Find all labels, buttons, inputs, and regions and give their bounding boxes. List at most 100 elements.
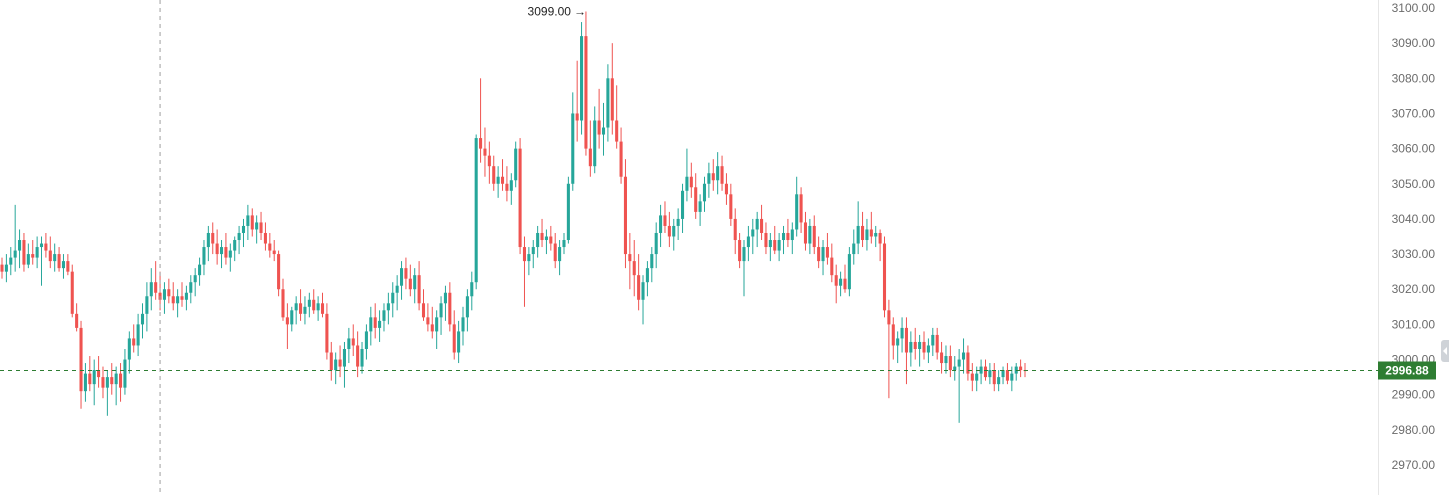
candle bbox=[887, 299, 891, 399]
candle bbox=[48, 236, 52, 269]
candle-body bbox=[184, 292, 188, 300]
chevron-left-icon[interactable] bbox=[1441, 340, 1449, 362]
candle bbox=[487, 141, 491, 184]
candle-body bbox=[742, 247, 746, 262]
candle bbox=[931, 327, 935, 357]
candle bbox=[909, 331, 913, 367]
candle-body bbox=[448, 292, 452, 325]
candle bbox=[404, 257, 408, 290]
candle-body bbox=[891, 324, 895, 346]
candle bbox=[580, 22, 584, 135]
candle bbox=[597, 88, 601, 149]
candle bbox=[18, 229, 22, 269]
candle bbox=[619, 127, 623, 184]
candle-body bbox=[408, 278, 412, 290]
candle bbox=[320, 292, 325, 318]
candle-body bbox=[979, 366, 983, 374]
candle bbox=[961, 338, 966, 374]
candle-body bbox=[953, 366, 957, 371]
candle bbox=[215, 229, 219, 265]
candle-body bbox=[400, 268, 404, 286]
candle bbox=[22, 232, 26, 272]
candle bbox=[369, 306, 373, 346]
candle bbox=[527, 247, 531, 276]
candle bbox=[88, 356, 92, 392]
candle bbox=[562, 232, 566, 255]
candle-body bbox=[724, 183, 728, 195]
candle bbox=[843, 264, 847, 293]
candle bbox=[514, 141, 518, 188]
candle-body bbox=[364, 331, 368, 349]
candle-body bbox=[500, 176, 505, 184]
candle-body bbox=[75, 313, 79, 328]
candle-body bbox=[325, 313, 329, 353]
candle-body bbox=[83, 373, 87, 392]
candle-body bbox=[351, 338, 355, 346]
candle-body bbox=[869, 229, 873, 237]
high-price-marker: 3099.00 bbox=[528, 5, 572, 19]
candle-body bbox=[961, 352, 966, 360]
candle bbox=[386, 292, 390, 325]
candle bbox=[439, 296, 443, 335]
candle bbox=[724, 173, 728, 205]
candle bbox=[549, 225, 553, 251]
candle bbox=[553, 232, 557, 269]
candle-body bbox=[386, 303, 390, 311]
candle-body bbox=[356, 345, 360, 367]
candle-body bbox=[496, 176, 500, 184]
candle bbox=[615, 85, 619, 149]
price-tick-label: 3020.00 bbox=[1392, 282, 1436, 296]
candle-body bbox=[821, 247, 825, 262]
candle bbox=[764, 222, 768, 255]
candle bbox=[966, 345, 970, 381]
candle bbox=[4, 254, 8, 283]
candle-body bbox=[580, 36, 584, 121]
candle-body bbox=[404, 268, 408, 279]
candle bbox=[373, 303, 377, 339]
candle bbox=[237, 225, 241, 255]
candle-body bbox=[88, 373, 92, 385]
candle-body bbox=[720, 166, 724, 184]
candle-body bbox=[307, 299, 311, 307]
candle bbox=[421, 289, 426, 321]
candle-body bbox=[566, 183, 570, 241]
candle-body bbox=[26, 254, 30, 265]
candle bbox=[777, 232, 781, 262]
candle bbox=[307, 292, 311, 318]
candle bbox=[228, 243, 232, 272]
candle-body bbox=[347, 338, 351, 349]
candle bbox=[680, 183, 685, 233]
price-tick-label: 3080.00 bbox=[1392, 71, 1436, 85]
candle bbox=[891, 317, 895, 360]
candle bbox=[632, 240, 636, 297]
candle-body bbox=[584, 36, 588, 149]
candle bbox=[101, 366, 105, 399]
candle bbox=[571, 92, 575, 191]
price-axis[interactable]: 3100.00 3090.00 3080.00 3070.00 3060.00 3050.… bbox=[1392, 1, 1436, 472]
candle bbox=[92, 359, 96, 406]
candle-body bbox=[61, 261, 66, 269]
candle-body bbox=[676, 218, 680, 226]
candle bbox=[856, 201, 860, 255]
candle-body bbox=[716, 166, 720, 181]
candle-body bbox=[606, 78, 610, 128]
candle bbox=[430, 306, 434, 339]
candle-body bbox=[439, 303, 443, 318]
candle bbox=[601, 102, 606, 156]
candle-body bbox=[593, 120, 597, 167]
candle bbox=[246, 204, 250, 241]
candle-body bbox=[948, 356, 952, 371]
candle bbox=[694, 173, 698, 219]
candle bbox=[417, 261, 421, 311]
candle bbox=[75, 303, 79, 332]
candle bbox=[391, 282, 395, 318]
candle-body bbox=[988, 370, 992, 378]
candle bbox=[944, 345, 948, 374]
candle-body bbox=[132, 338, 136, 346]
candles-layer bbox=[0, 11, 1027, 423]
candle-body bbox=[830, 257, 834, 276]
candle bbox=[171, 282, 175, 311]
candle-body bbox=[698, 201, 702, 212]
